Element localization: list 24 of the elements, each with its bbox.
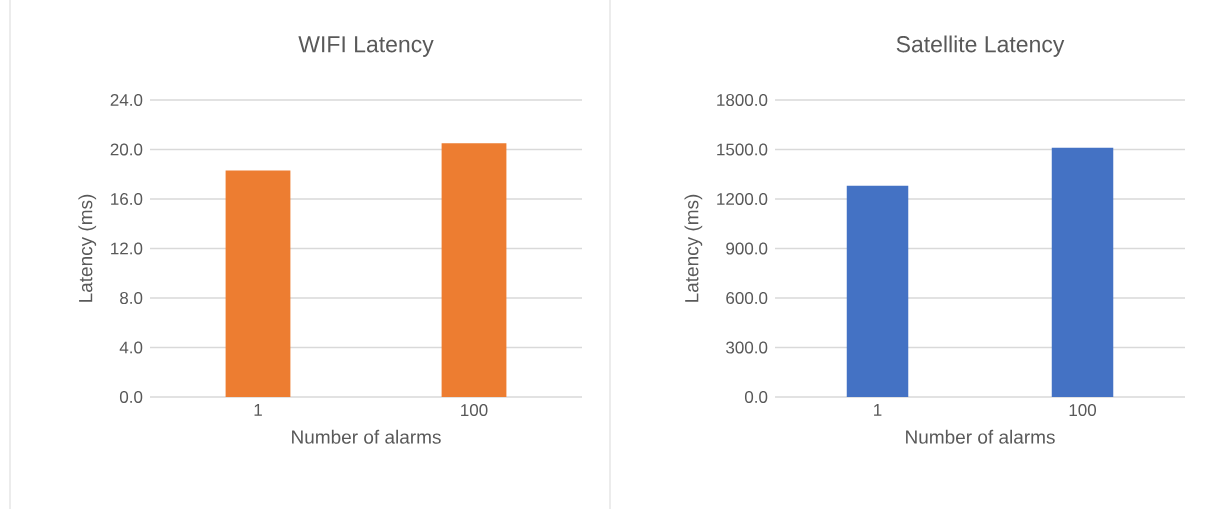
y-tick-label: 12.0: [111, 242, 143, 255]
y-tick-label: 24.0: [110, 94, 143, 107]
y-tick-label: 4.0: [119, 341, 143, 354]
y-tick-label: 1200.0: [717, 192, 768, 206]
x-axis-title: Number of alarms: [292, 429, 441, 444]
y-tick-label: 8.0: [120, 292, 143, 305]
y-axis-title: Latency (ms): [78, 194, 97, 302]
y-axis-title: Latency (ms): [684, 194, 703, 302]
y-tick-label: 20.0: [110, 143, 143, 156]
y-tick-label: 0.0: [119, 390, 143, 404]
y-tick-label: 0.0: [744, 390, 768, 404]
y-tick-label: 900.0: [726, 242, 768, 255]
chart-title: WIFI Latency: [298, 36, 434, 57]
x-tick-label: 100: [1069, 404, 1097, 417]
x-axis-title: Number of alarms: [906, 429, 1055, 444]
y-tick-label: 600.0: [726, 292, 768, 305]
x-tick-label: 1: [874, 404, 882, 416]
y-tick-label: 300.0: [726, 341, 768, 354]
y-tick-label: 16.0: [111, 193, 143, 206]
y-tick-label: 1800.0: [717, 93, 768, 107]
x-tick-label: 1: [254, 404, 262, 416]
y-tick-label: 1500.0: [717, 143, 768, 156]
x-tick-label: 100: [461, 404, 488, 417]
chart-title: Satellite Latency: [896, 35, 1065, 57]
